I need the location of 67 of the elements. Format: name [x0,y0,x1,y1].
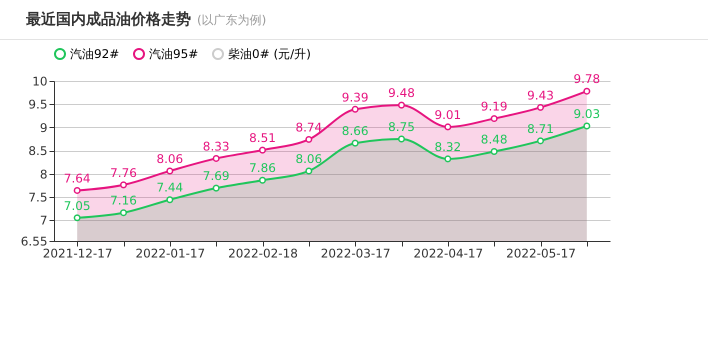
legend-label: 汽油95# [149,47,198,61]
data-label: 9.39 [342,90,369,104]
point [398,102,405,109]
legend-label: 柴油0# (元/升) [228,47,311,61]
point [444,155,452,162]
x-tick-label: 2021-12-17 [42,246,113,260]
point [74,186,81,194]
y-tick-label: 8.5 [28,144,48,158]
x-tick-label: 2022-03-17 [320,246,391,260]
point [305,136,312,143]
data-label: 9.43 [527,88,554,102]
point [352,106,359,113]
data-label: 7.05 [64,198,91,213]
data-label: 9.78 [573,72,600,86]
data-label: 7.76 [110,166,137,180]
data-label: 7.16 [110,194,137,208]
data-label: 9.19 [480,100,508,114]
x-tick-label: 2022-05-17 [506,246,576,260]
data-label: 9.48 [388,86,415,100]
data-label: 8.06 [295,152,322,166]
data-label: 7.64 [64,171,91,186]
chart-subtitle: (以广东为例) [197,13,266,27]
data-label: 8.06 [156,152,184,166]
data-label: 8.75 [388,120,415,134]
data-label: 8.71 [527,122,554,136]
point [537,104,544,111]
point [259,176,266,184]
x-tick-label: 2022-02-18 [228,246,298,260]
point [398,135,405,142]
point [537,137,544,144]
x-tick-label: 2022-01-17 [135,246,206,260]
data-label: 8.66 [342,124,369,138]
chart-title: 最近国内成品油价格走势 [26,10,191,28]
y-tick-label: 9 [40,120,48,135]
y-tick-label: 9.5 [28,98,48,112]
y-tick-label: 7 [40,214,48,228]
data-label: 9.03 [573,106,600,121]
legend-label: 汽油92# [70,47,120,61]
point [120,209,127,216]
y-tick-label: 8 [40,167,48,182]
point [583,122,590,130]
point [166,167,174,174]
y-tick-label: 7.5 [28,190,48,204]
data-label: 8.33 [202,139,230,154]
point [490,148,498,155]
data-label: 8.74 [295,120,322,134]
data-label: 7.86 [249,161,276,176]
point [352,140,359,147]
data-label: 7.69 [202,169,230,184]
point [583,88,590,95]
data-label: 8.48 [480,132,508,146]
y-tick-label: 10 [32,74,48,88]
data-label: 8.32 [434,140,462,154]
point [305,167,312,174]
point [166,196,174,204]
point [490,115,498,122]
point [259,146,266,154]
y-tick-label: 6.55 [20,234,48,248]
point [120,181,127,188]
point [212,184,220,192]
data-label: 8.51 [249,131,276,146]
data-label: 7.44 [156,180,184,195]
point [74,214,81,222]
x-tick-label: 2022-04-17 [413,246,484,260]
data-label: 9.01 [434,108,462,122]
point [212,154,220,162]
point [444,123,452,130]
